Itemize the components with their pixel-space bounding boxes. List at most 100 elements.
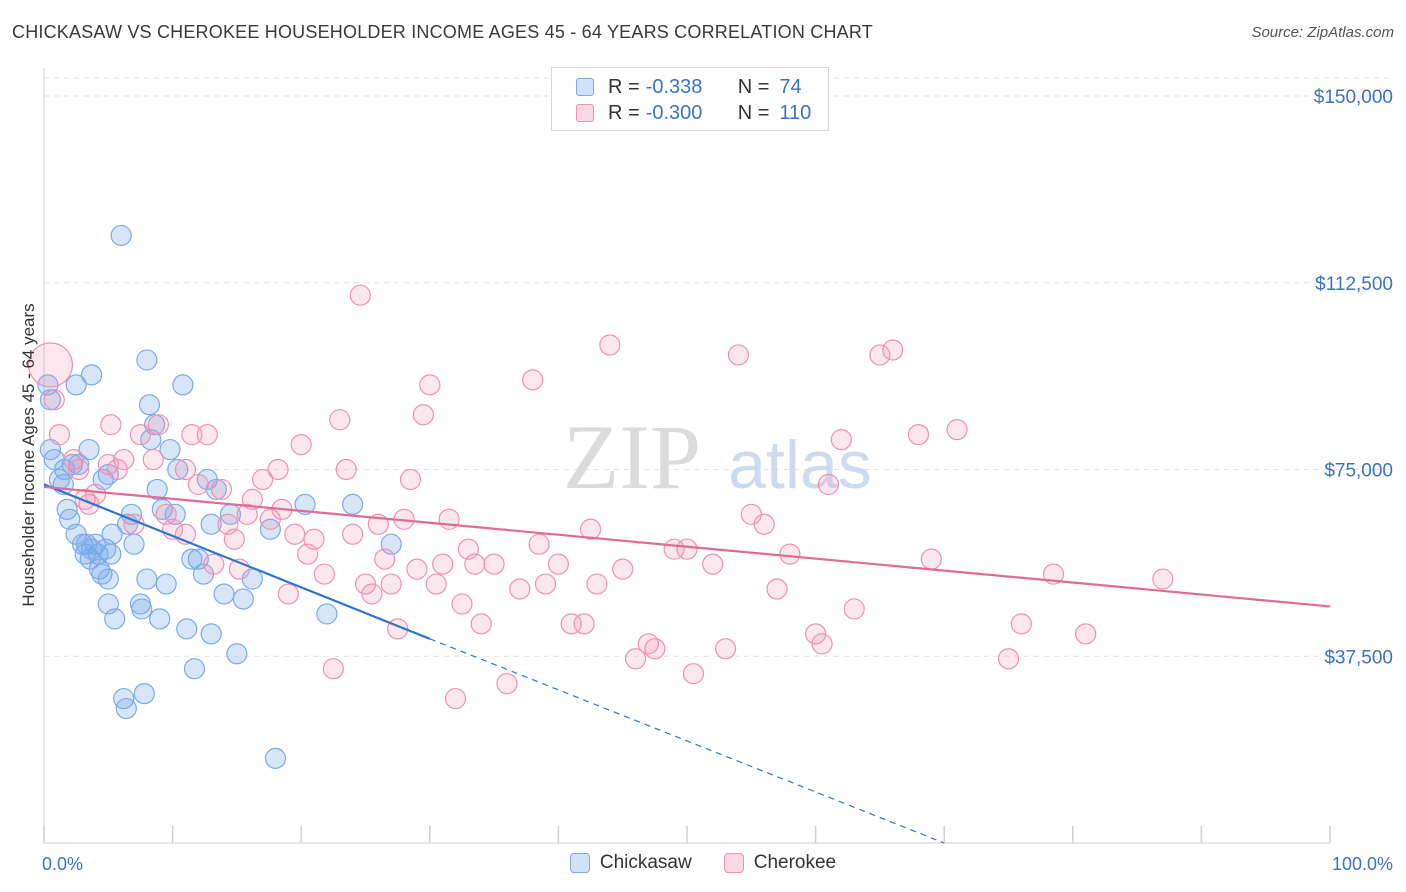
point-cherokee: [946, 419, 968, 441]
point-cherokee: [766, 578, 788, 600]
point-cherokee: [349, 284, 371, 306]
point-chickasaw: [138, 394, 161, 416]
point-cherokee: [1010, 613, 1032, 635]
tick-labels: $37,500 $75,000 $112,500 $150,000 0.0% 100.0%: [42, 87, 1393, 874]
point-cherokee: [303, 528, 325, 550]
legend-n-label: N =: [737, 101, 770, 124]
watermark: ZIP atlas: [563, 406, 872, 508]
point-cherokee: [882, 339, 904, 361]
point-cherokee: [586, 573, 608, 595]
point-cherokee: [100, 414, 122, 436]
point-chickasaw: [146, 478, 168, 501]
point-chickasaw: [100, 543, 122, 565]
point-chickasaw: [232, 588, 254, 610]
point-cherokee: [573, 613, 595, 635]
trend-extension-chickasaw: [429, 638, 945, 844]
point-cherokee: [113, 448, 135, 471]
point-cherokee: [579, 518, 602, 540]
point-chickasaw: [149, 608, 171, 630]
point-cherokee: [252, 468, 274, 491]
point-cherokee: [68, 458, 90, 481]
point-cherokee: [290, 434, 312, 456]
point-cherokee: [470, 613, 492, 635]
y-tick-label: $75,000: [1324, 461, 1393, 482]
legend-item-chickasaw[interactable]: Chickasaw: [569, 852, 692, 874]
y-tick-label: $112,500: [1315, 274, 1393, 295]
legend-r-value: -0.338: [645, 75, 703, 98]
point-cherokee: [241, 488, 263, 510]
legend-r-label: R =: [608, 101, 640, 124]
point-cherokee: [322, 658, 344, 680]
point-chickasaw: [294, 493, 316, 515]
legend-n-value: 74: [779, 75, 802, 98]
point-chickasaw: [155, 573, 177, 595]
point-cherokee: [1075, 623, 1097, 645]
point-cherokee: [203, 553, 225, 575]
point-cherokee: [727, 344, 750, 366]
x-tick-label-start: 0.0%: [42, 854, 83, 874]
point-cherokee: [830, 429, 852, 451]
point-cherokee: [907, 424, 930, 446]
point-cherokee: [380, 573, 402, 595]
point-cherokee: [624, 648, 647, 670]
point-cherokee: [496, 673, 518, 695]
point-chickasaw: [101, 523, 123, 545]
point-chickasaw: [123, 533, 145, 555]
legend-swatch-chickasaw: [569, 853, 590, 873]
legend-n-value: 110: [779, 101, 812, 124]
point-cherokee: [62, 448, 85, 471]
legend-swatch-cherokee: [576, 104, 594, 122]
point-cherokee: [277, 583, 299, 605]
point-cherokee: [509, 578, 531, 600]
point-cherokee: [702, 553, 724, 575]
point-cherokee: [869, 344, 891, 366]
point-cherokee: [534, 573, 557, 595]
point-cherokee: [753, 513, 775, 535]
point-cherokee: [843, 598, 865, 620]
point-cherokee: [335, 458, 357, 481]
point-cherokee: [997, 648, 1020, 670]
watermark-zip: ZIP: [563, 406, 701, 508]
point-chickasaw: [78, 438, 100, 461]
legend-item-cherokee[interactable]: Cherokee: [723, 852, 837, 874]
point-chickasaw: [110, 224, 132, 247]
point-cherokee: [483, 553, 505, 575]
point-chickasaw: [200, 513, 222, 535]
point-chickasaw: [131, 598, 153, 620]
point-cherokee: [612, 558, 634, 580]
point-chickasaw: [80, 364, 103, 386]
point-cherokee: [547, 553, 570, 575]
point-cherokee: [223, 528, 245, 550]
point-cherokee: [451, 593, 473, 615]
point-cherokee: [147, 414, 170, 436]
point-chickasaw: [181, 548, 203, 570]
point-chickasaw: [136, 349, 158, 371]
point-cherokee: [187, 473, 209, 496]
legend-label-cherokee: Cherokee: [753, 852, 837, 873]
point-cherokee: [522, 369, 544, 391]
point-cherokee: [27, 342, 74, 388]
legend-label-chickasaw: Chickasaw: [599, 852, 692, 873]
point-cherokee: [817, 473, 840, 496]
point-cherokee: [267, 458, 289, 481]
point-cherokee: [48, 424, 71, 446]
point-chickasaw: [172, 374, 194, 396]
point-cherokee: [644, 638, 666, 660]
point-cherokee: [174, 458, 197, 481]
point-cherokee: [412, 404, 434, 426]
point-cherokee: [560, 613, 582, 635]
legend-swatch-chickasaw: [576, 78, 594, 96]
point-chickasaw: [213, 583, 235, 605]
legend-row-cherokee: R = -0.300 N = 110: [576, 100, 811, 126]
legend-n-label: N =: [737, 75, 770, 98]
point-cherokee: [210, 478, 233, 501]
y-axis-label: Householder Income Ages 45 - 64 years: [19, 303, 38, 606]
point-cherokee: [1042, 563, 1065, 585]
point-cherokee: [444, 687, 467, 710]
point-chickasaw: [226, 643, 248, 665]
point-cherokee: [329, 409, 351, 431]
point-cherokee: [1152, 568, 1174, 590]
data-points: [27, 224, 1174, 769]
legend-row-chickasaw: R = -0.338 N = 74: [576, 74, 802, 100]
